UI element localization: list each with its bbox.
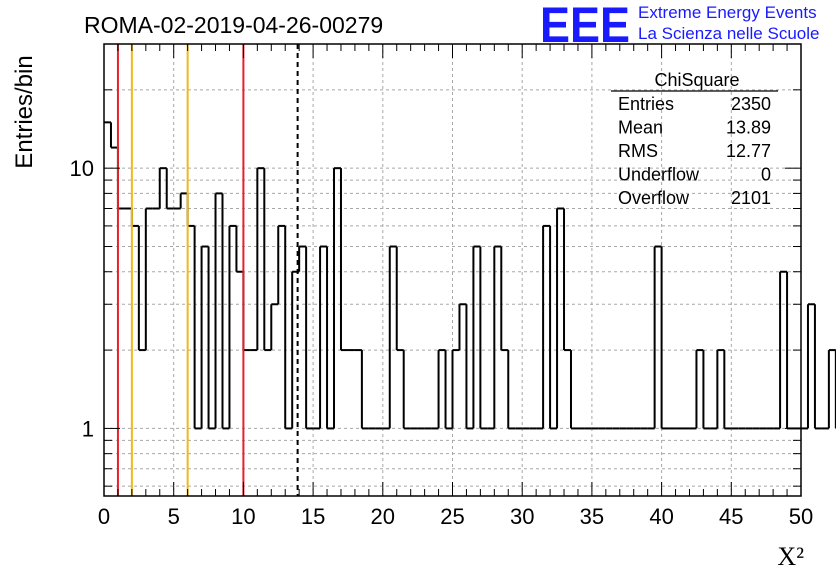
- stats-row-value: 12.77: [726, 141, 771, 161]
- x-tick-label: 5: [168, 504, 180, 529]
- y-axis-label: Entries/bin: [11, 55, 38, 168]
- stats-row-label: Overflow: [618, 188, 690, 208]
- x-tick-label: 50: [789, 504, 813, 529]
- stats-row-label: Entries: [618, 94, 674, 114]
- tick-labels: 0 5 10 15 20 25 30 35 40 45 50 1 10: [70, 156, 814, 529]
- x-tick-label: 40: [649, 504, 673, 529]
- x-tick-label: 35: [580, 504, 604, 529]
- histogram-bars: [104, 121, 836, 430]
- logo-line-1: Extreme Energy Events: [638, 3, 817, 22]
- stats-row-value: 13.89: [726, 118, 771, 138]
- axes: [103, 43, 802, 497]
- eee-logo: EEE Extreme Energy Events La Scienza nel…: [540, 0, 819, 53]
- chart-title: ROMA-02-2019-04-26-00279: [84, 12, 383, 38]
- y-tick-label: 10: [70, 156, 94, 181]
- x-tick-label: 25: [440, 504, 464, 529]
- x-tick-label: 20: [371, 504, 395, 529]
- stats-row-value: 2101: [731, 188, 771, 208]
- stats-row-value: 0: [761, 165, 771, 185]
- x-tick-label: 15: [301, 504, 325, 529]
- stats-row-label: Underflow: [618, 165, 700, 185]
- stats-box-title: ChiSquare: [654, 70, 739, 90]
- x-tick-label: 45: [719, 504, 743, 529]
- x-tick-label: 30: [510, 504, 534, 529]
- logo-line-2: La Scienza nelle Scuole: [638, 24, 819, 43]
- x-axis-label: X²: [777, 542, 804, 571]
- reference-lines: [116, 44, 299, 496]
- x-tick-label: 10: [231, 504, 255, 529]
- eee-logo-text: EEE: [540, 0, 630, 53]
- stats-row-label: Mean: [618, 118, 663, 138]
- stats-box: ChiSquare Entries 2350 Mean 13.89 RMS 12.77 Un…: [611, 70, 778, 208]
- y-tick-label: 1: [82, 416, 94, 441]
- stats-row-label: RMS: [618, 141, 658, 161]
- x-tick-label: 0: [98, 504, 110, 529]
- stats-row-value: 2350: [731, 94, 771, 114]
